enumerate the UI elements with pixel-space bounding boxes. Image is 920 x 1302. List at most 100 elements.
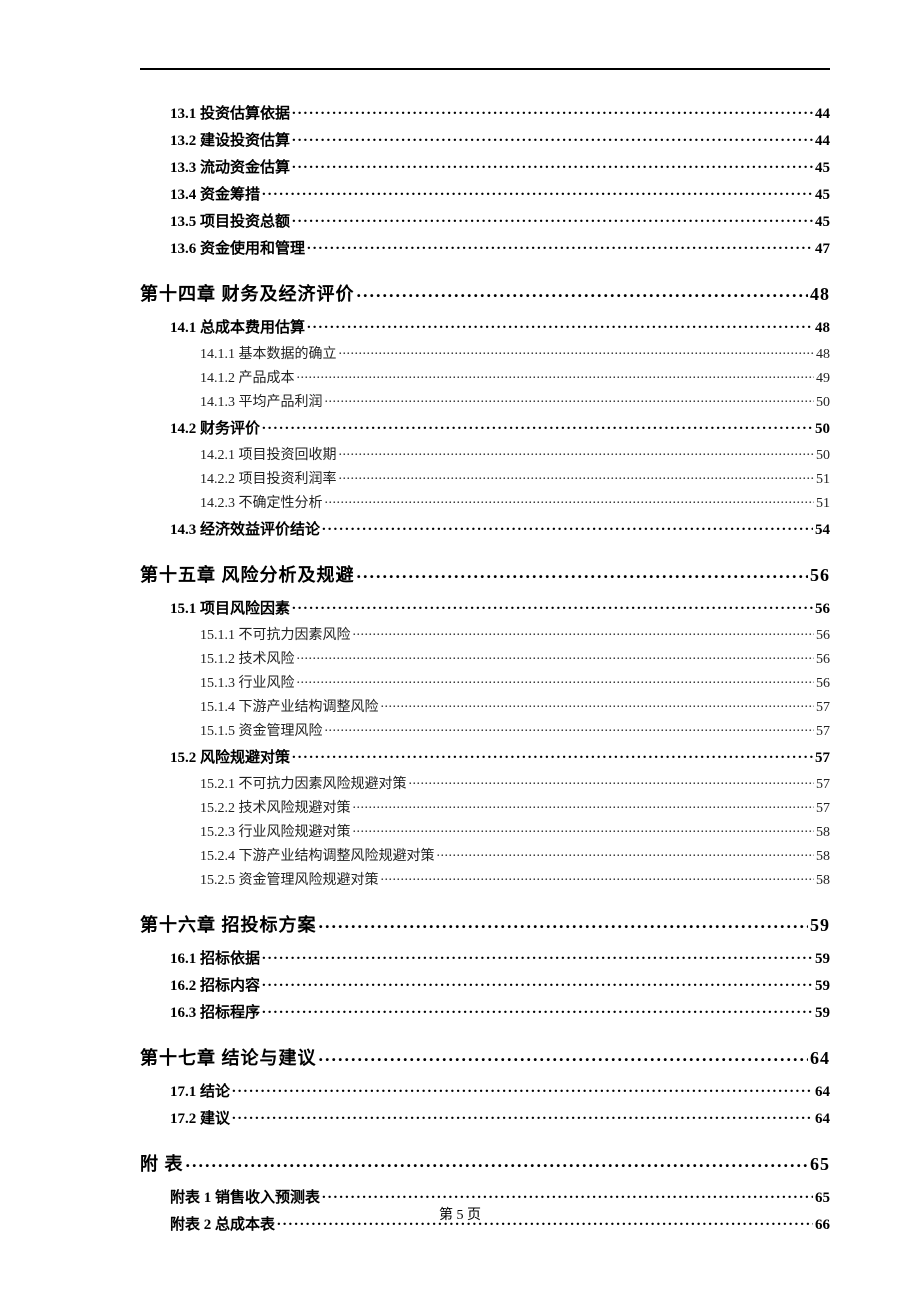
toc-leader: [322, 519, 813, 534]
toc-label: 14.2.2 项目投资利润率: [200, 468, 337, 488]
toc-label: 17.1 结论: [170, 1080, 230, 1101]
toc-page: 58: [816, 825, 830, 841]
toc-entry: 第十六章 招投标方案 59: [140, 911, 830, 937]
toc-leader: [319, 1046, 809, 1064]
toc-leader: [262, 418, 813, 433]
toc-entry: 15.2 风险规避对策 57: [170, 746, 830, 767]
toc-entry: 14.1.3 平均产品利润 50: [200, 391, 830, 411]
toc-leader: [297, 368, 815, 382]
toc-page: 64: [815, 1111, 830, 1128]
toc-entry: 14.3 经济效益评价结论54: [170, 518, 830, 539]
toc-page: 57: [816, 700, 830, 716]
toc-leader: [437, 846, 815, 860]
toc-entry: 15.1 项目风险因素56: [170, 597, 830, 618]
toc-label: 15.2.5 资金管理风险规避对策: [200, 869, 379, 889]
toc-leader: [292, 157, 813, 172]
toc-leader: [353, 625, 815, 639]
toc-leader: [322, 1187, 813, 1202]
toc-entry: 17.2 建议 64: [170, 1107, 830, 1128]
toc-entry: 14.2.3 不确定性分析 51: [200, 492, 830, 512]
toc-page: 56: [810, 565, 830, 586]
toc-entry: 13.1 投资估算依据 44: [170, 102, 830, 123]
toc-entry: 第十五章 风险分析及规避 56: [140, 561, 830, 587]
toc-leader: [297, 673, 815, 687]
toc-leader: [357, 282, 809, 300]
toc-entry: 15.1.2 技术风险56: [200, 648, 830, 668]
toc-page: 51: [816, 472, 830, 488]
toc-label: 附 表: [140, 1150, 184, 1176]
toc-label: 17.2 建议: [170, 1107, 230, 1128]
toc-entry: 14.2 财务评价50: [170, 417, 830, 438]
toc-page: 50: [816, 448, 830, 464]
toc-label: 14.3 经济效益评价结论: [170, 518, 320, 539]
toc-label: 第十七章 结论与建议: [140, 1044, 317, 1070]
toc-label: 14.2 财务评价: [170, 417, 260, 438]
toc-label: 13.2 建设投资估算: [170, 129, 290, 150]
toc-label: 15.2 风险规避对策: [170, 746, 290, 767]
toc-entry: 14.1.2 产品成本49: [200, 367, 830, 387]
toc-label: 15.2.2 技术风险规避对策: [200, 797, 351, 817]
toc-page: 48: [810, 284, 830, 305]
toc-page: 57: [816, 724, 830, 740]
toc-entry: 17.1 结论 64: [170, 1080, 830, 1101]
toc-leader: [232, 1081, 813, 1096]
toc-page: 44: [815, 133, 830, 150]
toc-leader: [232, 1108, 813, 1123]
toc-entry: 13.5 项目投资总额45: [170, 210, 830, 231]
toc-leader: [339, 445, 815, 459]
toc-label: 15.1.5 资金管理风险: [200, 720, 323, 740]
toc-label: 15.1.4 下游产业结构调整风险: [200, 696, 379, 716]
toc-page: 44: [815, 106, 830, 123]
toc-leader: [297, 649, 815, 663]
toc-label: 13.3 流动资金估算: [170, 156, 290, 177]
toc-entry: 15.2.1 不可抗力因素风险规避对策57: [200, 773, 830, 793]
toc-leader: [262, 948, 813, 963]
toc-leader: [292, 103, 813, 118]
toc-page: 57: [816, 801, 830, 817]
toc-label: 14.1.3 平均产品利润: [200, 391, 323, 411]
table-of-contents: 13.1 投资估算依据4413.2 建设投资估算4413.3 流动资金估算451…: [140, 102, 830, 1234]
toc-page: 59: [810, 915, 830, 936]
toc-leader: [357, 563, 809, 581]
toc-page: 48: [816, 347, 830, 363]
toc-label: 13.6 资金使用和管理: [170, 237, 305, 258]
toc-page: 50: [816, 395, 830, 411]
toc-label: 16.3 招标程序: [170, 1001, 260, 1022]
toc-label: 第十六章 招投标方案: [140, 911, 317, 937]
toc-page: 58: [816, 849, 830, 865]
toc-entry: 14.1.1 基本数据的确立48: [200, 343, 830, 363]
toc-entry: 14.2.2 项目投资利润率 51: [200, 468, 830, 488]
toc-leader: [353, 798, 815, 812]
toc-page: 51: [816, 496, 830, 512]
toc-leader: [262, 184, 813, 199]
toc-page: 64: [815, 1084, 830, 1101]
toc-label: 第十四章 财务及经济评价: [140, 280, 355, 306]
toc-label: 13.5 项目投资总额: [170, 210, 290, 231]
toc-label: 14.2.3 不确定性分析: [200, 492, 323, 512]
toc-entry: 16.2 招标内容59: [170, 974, 830, 995]
toc-entry: 13.2 建设投资估算 44: [170, 129, 830, 150]
toc-leader: [381, 870, 815, 884]
toc-entry: 15.2.2 技术风险规避对策 57: [200, 797, 830, 817]
toc-page: 59: [815, 951, 830, 968]
toc-leader: [339, 344, 815, 358]
toc-leader: [292, 747, 813, 762]
toc-leader: [353, 822, 815, 836]
toc-page: 56: [816, 652, 830, 668]
toc-label: 13.4 资金筹措: [170, 183, 260, 204]
toc-entry: 第十四章 财务及经济评价 48: [140, 280, 830, 306]
toc-page: 57: [815, 750, 830, 767]
toc-entry: 15.2.3 行业风险规避对策58: [200, 821, 830, 841]
toc-label: 第十五章 风险分析及规避: [140, 561, 355, 587]
toc-entry: 15.1.1 不可抗力因素风险 56: [200, 624, 830, 644]
toc-page: 64: [810, 1048, 830, 1069]
toc-leader: [319, 913, 809, 931]
toc-page: 56: [816, 628, 830, 644]
toc-label: 13.1 投资估算依据: [170, 102, 290, 123]
toc-entry: 15.1.4 下游产业结构调整风险 57: [200, 696, 830, 716]
toc-label: 16.2 招标内容: [170, 974, 260, 995]
toc-label: 15.1.1 不可抗力因素风险: [200, 624, 351, 644]
toc-leader: [307, 317, 813, 332]
toc-page: 58: [816, 873, 830, 889]
toc-page: 59: [815, 1005, 830, 1022]
